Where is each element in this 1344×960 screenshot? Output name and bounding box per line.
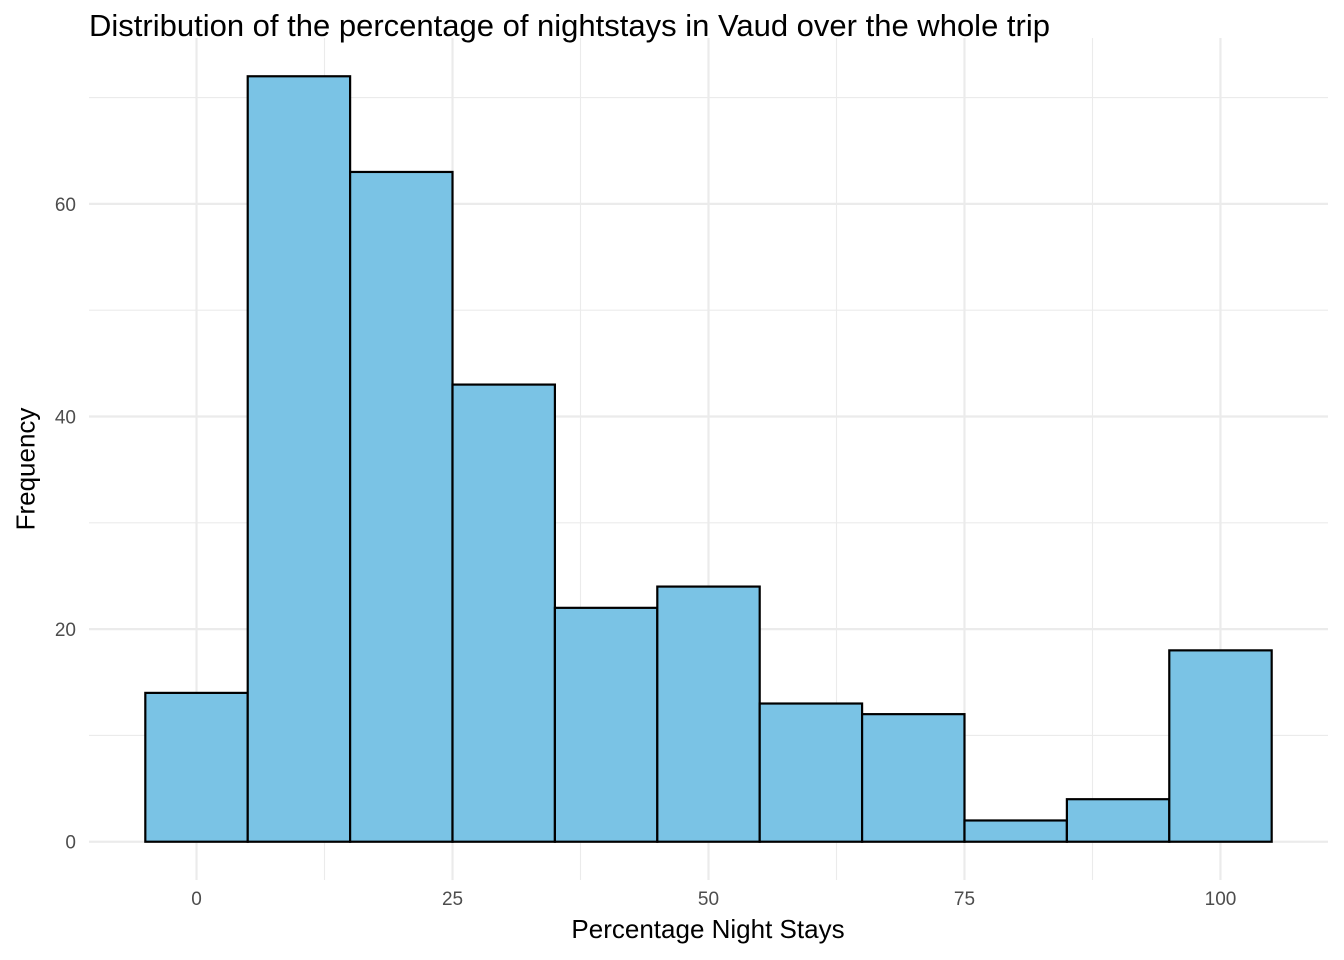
y-tick-label: 40 bbox=[55, 407, 76, 428]
chart-title: Distribution of the percentage of nights… bbox=[89, 8, 1050, 43]
histogram-bar bbox=[349, 170, 454, 843]
x-axis-label: Percentage Night Stays bbox=[571, 914, 845, 944]
histogram-bar bbox=[963, 819, 1068, 843]
x-tick-label: 50 bbox=[698, 889, 719, 910]
histogram-bar bbox=[451, 383, 557, 843]
histogram-bar bbox=[553, 606, 659, 843]
x-axis-tick-labels: 0 25 50 75 100 bbox=[191, 889, 1236, 910]
histogram-bar bbox=[860, 713, 966, 843]
y-tick-label: 0 bbox=[65, 833, 76, 854]
histogram-bar bbox=[656, 585, 761, 843]
y-axis-label: Frequency bbox=[10, 407, 41, 531]
histogram-bar bbox=[1168, 649, 1273, 843]
y-axis-tick-labels: 0 20 40 60 bbox=[55, 195, 76, 854]
histogram-bar bbox=[144, 691, 249, 843]
y-tick-label: 20 bbox=[55, 620, 76, 641]
histogram-bars bbox=[144, 75, 1273, 843]
histogram-bar bbox=[1065, 798, 1171, 843]
y-tick-label: 60 bbox=[55, 195, 76, 216]
x-tick-label: 0 bbox=[191, 889, 202, 910]
x-tick-label: 100 bbox=[1205, 889, 1237, 910]
histogram-bar bbox=[758, 702, 864, 843]
x-tick-label: 75 bbox=[954, 889, 975, 910]
x-tick-label: 25 bbox=[442, 889, 463, 910]
histogram-bar bbox=[246, 75, 352, 843]
